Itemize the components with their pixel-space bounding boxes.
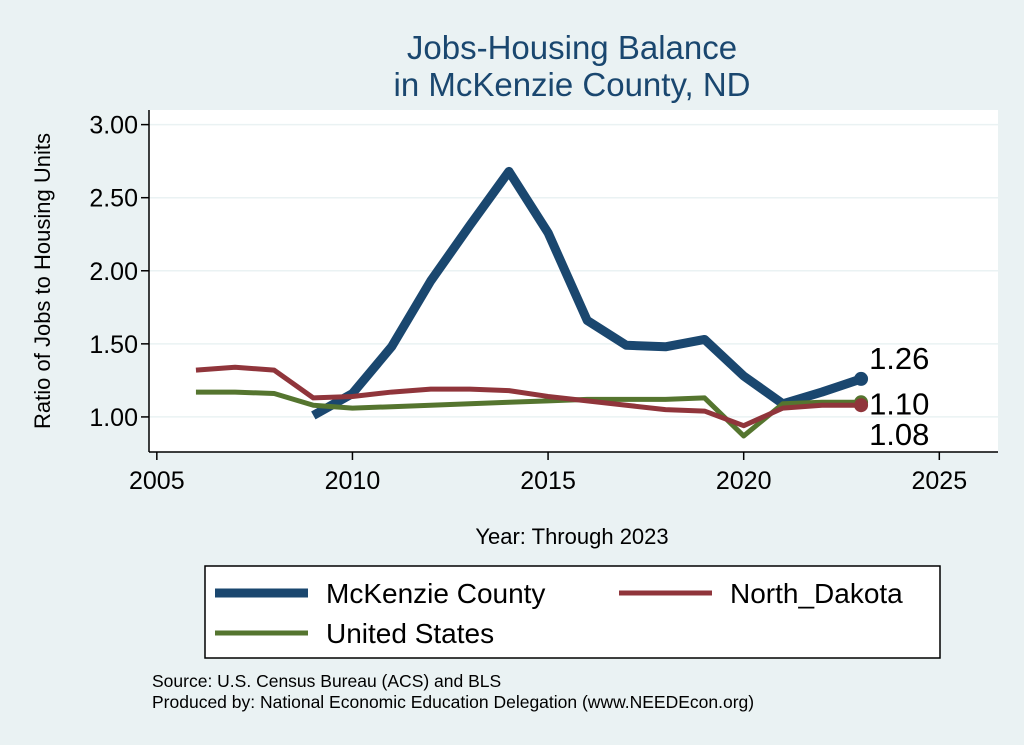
series-line-mckenzie-county — [311, 166, 863, 420]
y-axis-title: Ratio of Jobs to Housing Units — [30, 133, 55, 429]
legend-label-mckenzie-county: McKenzie County — [326, 578, 545, 609]
end-label-united-states: 1.10 — [869, 386, 929, 421]
y-tick-label: 1.50 — [89, 331, 138, 359]
y-tick-label: 2.00 — [89, 258, 138, 286]
x-axis-title: Year: Through 2023 — [475, 524, 668, 549]
legend-label-united-states: United States — [326, 618, 494, 649]
legend-label-north-dakota: North_Dakota — [730, 578, 903, 609]
producer-note: Produced by: National Economic Education… — [152, 692, 754, 712]
x-tick-label: 2005 — [129, 467, 185, 495]
y-axis-ticks: 1.00 1.50 2.00 2.50 3.00 — [89, 112, 149, 432]
y-tick-label: 3.00 — [89, 112, 138, 140]
series-line-north-dakota — [195, 364, 862, 429]
end-marker-north-dakota — [854, 398, 869, 413]
chart-title-line-2: in McKenzie County, ND — [393, 66, 750, 103]
end-label-mckenzie-county: 1.26 — [869, 341, 929, 376]
x-tick-label: 2025 — [912, 467, 968, 495]
y-tick-label: 2.50 — [89, 185, 138, 213]
series-lines — [195, 166, 863, 439]
x-axis-ticks: 2005 2010 2015 2020 2025 — [129, 452, 967, 495]
end-label-north-dakota: 1.08 — [869, 417, 929, 452]
series-line-united-states — [195, 389, 862, 439]
end-marker-mckenzie-county — [854, 371, 869, 386]
end-labels: 1.26 1.081.10 — [854, 341, 929, 452]
legend-box — [204, 565, 941, 659]
grid-lines — [149, 123, 998, 418]
x-tick-label: 2015 — [520, 467, 576, 495]
x-tick-label: 2010 — [325, 467, 381, 495]
source-note: Source: U.S. Census Bureau (ACS) and BLS — [152, 671, 501, 691]
x-tick-label: 2020 — [716, 467, 772, 495]
chart-title-line-1: Jobs-Housing Balance — [407, 29, 737, 66]
y-tick-label: 1.00 — [89, 404, 138, 432]
